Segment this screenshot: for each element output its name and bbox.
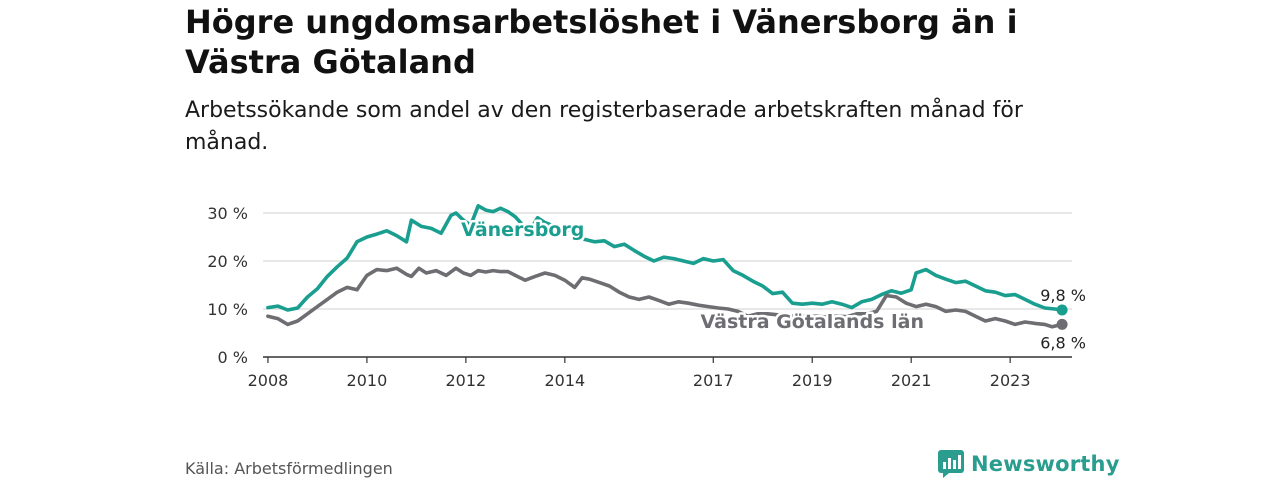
x-tick-label: 2014 (544, 371, 585, 390)
end-point-vanersborg (1056, 304, 1068, 316)
brand-name: Newsworthy (971, 452, 1120, 476)
x-tick-label: 2008 (248, 371, 289, 390)
gridlines (263, 212, 1072, 310)
axes: 0 % 10 % 20 % 30 % 2008 2010 2012 2014 2017 2019 2… (207, 204, 1072, 390)
y-tick-label: 10 % (207, 300, 248, 319)
x-tick-label: 2021 (891, 371, 932, 390)
x-tick-label: 2017 (693, 371, 734, 390)
end-label-vanersborg: 9,8 % (1040, 286, 1086, 305)
end-point-vastra-gotaland (1056, 318, 1068, 330)
chart-subtitle: Arbetssökande som andel av den registerb… (185, 98, 1023, 155)
series-label-vanersborg: Vänersborg (461, 219, 584, 241)
series-line-vastra-gotaland (266, 266, 1064, 329)
source-note: Källa: Arbetsförmedlingen (185, 459, 393, 478)
y-tick-label: 30 % (207, 204, 248, 223)
x-tick-label: 2023 (990, 371, 1031, 390)
line-chart: 0 % 10 % 20 % 30 % 2008 2010 2012 2014 2017 2019 2… (207, 204, 1088, 390)
chart-title: Högre ungdomsarbetslöshet i Vänersborg ä… (185, 3, 1018, 81)
newsworthy-logo-icon (938, 450, 964, 478)
x-tick-label: 2019 (792, 371, 833, 390)
series-line-vanersborg (266, 204, 1064, 312)
series-label-vastra-gotaland: Västra Götalands län (700, 311, 923, 333)
x-tick-label: 2010 (347, 371, 388, 390)
end-label-vastra-gotaland: 6,8 % (1040, 333, 1086, 352)
labels: Vänersborg Västra Götalands län 9,8 % 6,8 % (459, 217, 1088, 355)
x-tick-label: 2012 (446, 371, 487, 390)
brand-logo[interactable]: Newsworthy (937, 449, 1120, 479)
y-tick-label: 20 % (207, 252, 248, 271)
series-lines (266, 204, 1068, 330)
y-tick-label: 0 % (218, 348, 248, 367)
